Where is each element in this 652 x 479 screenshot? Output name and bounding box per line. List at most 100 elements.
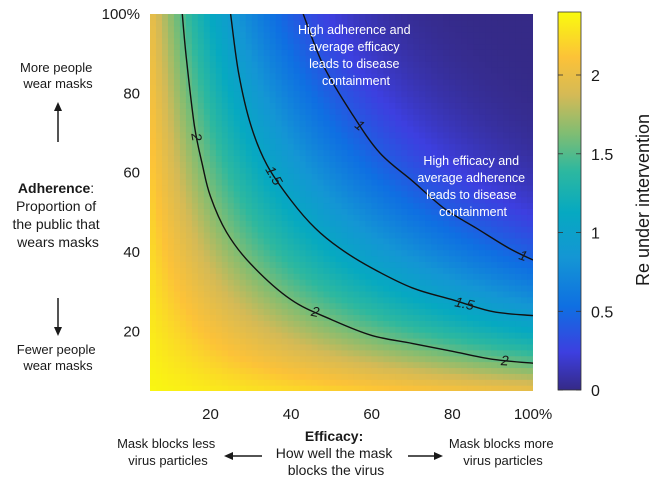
heatmap-cell — [263, 55, 271, 62]
heatmap-cell — [323, 355, 331, 363]
heatmap-cell — [269, 208, 277, 215]
heatmap-cell — [179, 37, 187, 45]
heatmap-cell — [317, 296, 325, 304]
heatmap-cell — [491, 131, 498, 139]
heatmap-cell — [173, 314, 181, 321]
heatmap-cell — [329, 43, 337, 50]
heatmap-cell — [239, 243, 247, 251]
heatmap-cell — [329, 96, 337, 103]
heatmap-cell — [329, 385, 337, 391]
heatmap-cell — [233, 72, 241, 80]
heatmap-cell — [443, 343, 450, 351]
heatmap-cell — [257, 196, 265, 204]
heatmap-cell — [347, 255, 355, 263]
heatmap-cell — [365, 261, 373, 268]
heatmap-cell — [281, 120, 289, 127]
heatmap-cell — [347, 78, 355, 86]
heatmap-cell — [437, 231, 444, 239]
heatmap-cell — [389, 155, 396, 162]
heatmap-cell — [515, 290, 522, 298]
heatmap-cell — [251, 72, 259, 80]
heatmap-cell — [233, 196, 241, 204]
x-tick-label: 40 — [283, 406, 300, 423]
heatmap-cell — [497, 125, 504, 133]
heatmap-cell — [257, 78, 265, 86]
heatmap-cell — [215, 243, 223, 251]
heatmap-cell — [449, 78, 456, 86]
heatmap-cell — [245, 308, 253, 316]
heatmap-cell — [371, 67, 378, 74]
heatmap-cell — [323, 361, 331, 369]
heatmap-cell — [287, 231, 295, 239]
heatmap-cell — [251, 208, 259, 215]
heatmap-cell — [263, 273, 271, 280]
heatmap-cell — [467, 361, 474, 369]
heatmap-cell — [167, 178, 175, 186]
heatmap-cell — [203, 296, 211, 304]
heatmap-cell — [329, 237, 337, 245]
heatmap-cell — [503, 208, 510, 215]
heatmap-cell — [521, 214, 528, 221]
heatmap-cell — [527, 178, 533, 186]
heatmap-cell — [479, 320, 486, 327]
heatmap-cell — [239, 332, 247, 339]
heatmap-cell — [323, 90, 331, 98]
heatmap-cell — [443, 108, 450, 115]
heatmap-cell — [443, 31, 450, 39]
heatmap-cell — [479, 125, 486, 133]
heatmap-cell — [443, 226, 450, 233]
heatmap-cell — [293, 373, 301, 380]
heatmap-cell — [389, 355, 396, 363]
heatmap-cell — [155, 61, 163, 68]
heatmap-cell — [299, 284, 307, 292]
heatmap-cell — [167, 208, 175, 215]
heatmap-cell — [383, 173, 390, 180]
heatmap-cell — [329, 326, 337, 333]
heatmap-cell — [239, 337, 247, 345]
heatmap-cell — [215, 249, 223, 257]
heatmap-cell — [311, 385, 319, 391]
heatmap-cell — [407, 343, 414, 351]
heatmap-cell — [293, 90, 301, 98]
heatmap-cell — [425, 255, 432, 263]
heatmap-cell — [155, 190, 163, 198]
heatmap-cell — [479, 14, 486, 21]
heatmap-cell — [479, 90, 486, 98]
heatmap-cell — [521, 320, 528, 327]
heatmap-cell — [347, 167, 355, 174]
heatmap-cell — [263, 137, 271, 145]
heatmap-cell — [233, 302, 241, 310]
heatmap-cell — [239, 55, 247, 62]
heatmap-cell — [179, 43, 187, 50]
heatmap-cell — [299, 226, 307, 233]
heatmap-cell — [395, 137, 402, 145]
heatmap-cell — [371, 161, 378, 168]
heatmap-cell — [221, 190, 229, 198]
heatmap-cell — [311, 332, 319, 339]
heatmap-cell — [515, 267, 522, 274]
heatmap-cell — [479, 220, 486, 227]
heatmap-cell — [317, 237, 325, 245]
heatmap-cell — [497, 337, 504, 345]
heatmap-cell — [365, 302, 373, 310]
heatmap-cell — [497, 243, 504, 251]
heatmap-cell — [293, 143, 301, 151]
heatmap-cell — [509, 19, 516, 27]
heatmap-cell — [275, 55, 283, 62]
heatmap-cell — [503, 261, 510, 268]
heatmap-cell — [305, 137, 313, 145]
heatmap-cell — [401, 173, 408, 180]
heatmap-cell — [197, 208, 205, 215]
heatmap-cell — [269, 267, 277, 274]
heatmap-cell — [431, 19, 438, 27]
heatmap-cell — [425, 190, 432, 198]
heatmap-cell — [257, 214, 265, 221]
heatmap-cell — [383, 296, 390, 304]
heatmap-cell — [197, 343, 205, 351]
heatmap-cell — [413, 90, 420, 98]
heatmap-cell — [455, 243, 462, 251]
heatmap-cell — [473, 31, 480, 39]
heatmap-cell — [365, 202, 373, 209]
heatmap-cell — [167, 367, 175, 374]
